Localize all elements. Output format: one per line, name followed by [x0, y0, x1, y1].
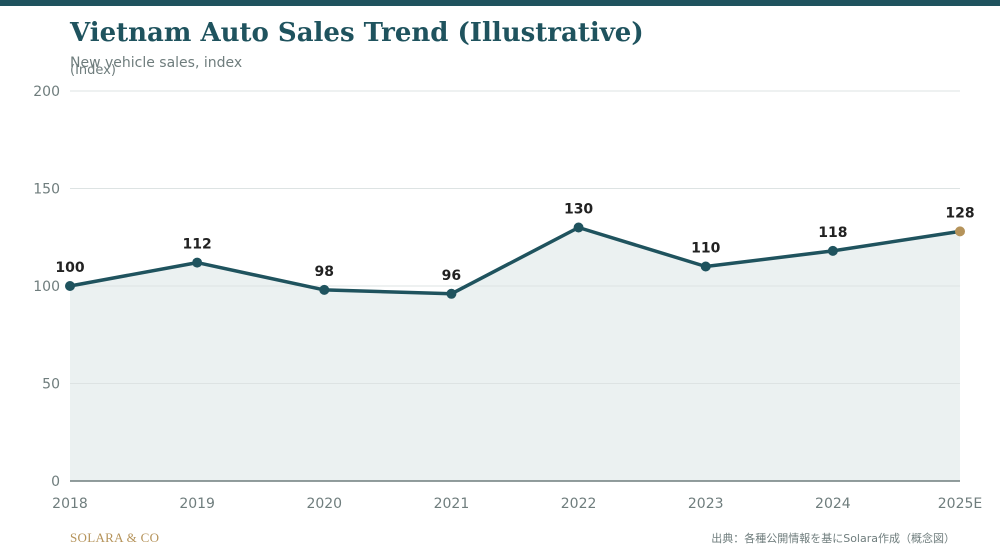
x-tick-label-2021: 2021: [434, 496, 470, 512]
top-accent-bar: [0, 0, 1000, 6]
series-line: [68, 225, 962, 296]
x-tick-label-2023: 2023: [688, 496, 724, 512]
y-tick-label-150: 150: [33, 182, 60, 198]
y-tick-label-200: 200: [33, 84, 60, 100]
y-tick-label-0: 0: [51, 474, 60, 490]
data-label-2021: 96: [442, 268, 461, 284]
x-tick-label-2018: 2018: [52, 496, 88, 512]
data-point-2019: [192, 257, 203, 268]
data-point-2025E: [955, 226, 965, 237]
data-label-2023: 110: [691, 241, 720, 257]
y-tick-label-100: 100: [33, 279, 60, 295]
brand-logo-text: SOLARA & CO: [70, 530, 160, 545]
chart-subtitle: New vehicle sales, index: [70, 55, 243, 71]
area-fill: [70, 227, 960, 481]
chart-title: Vietnam Auto Sales Trend (Illustrative): [70, 18, 644, 48]
data-point-2023: [700, 261, 711, 272]
data-label-2019: 112: [183, 237, 212, 253]
data-label-2022: 130: [564, 202, 593, 218]
data-label-2024: 118: [818, 225, 847, 241]
y-tick-label-50: 50: [42, 377, 60, 393]
x-tick-label-2025E: 2025E: [938, 496, 982, 512]
data-point-2022: [573, 222, 584, 233]
source-note: 出典：各種公開情報を基にSolara作成（概念図）: [711, 532, 955, 545]
data-label-2018: 100: [55, 260, 84, 276]
y-axis-label: (Index): [70, 63, 116, 78]
x-tick-label-2024: 2024: [815, 496, 851, 512]
x-tick-label-2022: 2022: [561, 496, 597, 512]
x-tick-label-2020: 2020: [306, 496, 342, 512]
data-point-2018: [65, 281, 75, 291]
data-point-2021: [446, 288, 457, 299]
x-tick-label-2019: 2019: [179, 496, 215, 512]
data-label-2020: 98: [315, 264, 334, 280]
data-label-2025E: 128: [945, 205, 974, 221]
data-point-2020: [319, 284, 330, 295]
data-point-2024: [827, 245, 838, 256]
